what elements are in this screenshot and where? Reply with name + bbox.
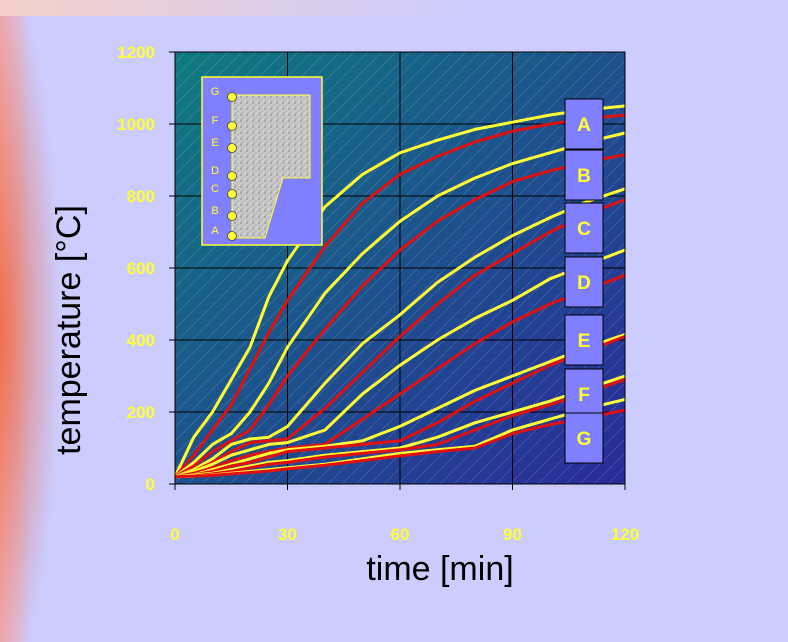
- series-line: [174, 248, 626, 479]
- inset-label: D: [211, 165, 219, 177]
- y-tick-label: 1000: [117, 115, 155, 134]
- sensor-point: [227, 143, 237, 153]
- curve-label-box: [564, 149, 604, 201]
- inset-label: G: [211, 86, 220, 98]
- series-line: [174, 273, 626, 479]
- inset-label: E: [211, 137, 218, 149]
- sensor-point: [227, 92, 237, 102]
- curve-label: C: [577, 219, 591, 240]
- plot-frame: [174, 51, 626, 485]
- x-axis-title: time [min]: [366, 550, 513, 588]
- x-tick-label: 90: [503, 525, 522, 544]
- curve-label-box: [564, 98, 604, 150]
- sensor-point: [227, 189, 237, 199]
- x-tick-label: 30: [278, 525, 297, 544]
- inset-label: F: [212, 115, 219, 127]
- y-axis-title: temperature [°C]: [50, 205, 88, 455]
- background-top: [0, 0, 788, 16]
- inset-label: C: [211, 183, 219, 195]
- series-line: [174, 408, 626, 479]
- y-tick-label: 800: [127, 187, 155, 206]
- inset-label: B: [211, 205, 218, 217]
- series-line: [174, 131, 626, 478]
- curve-label-box: [564, 314, 604, 366]
- sensor-point: [227, 211, 237, 221]
- curve-label: D: [577, 273, 591, 294]
- x-tick-label: 120: [611, 525, 639, 544]
- series-line: [174, 333, 626, 479]
- sensor-point: [227, 171, 237, 181]
- curve-label: G: [577, 429, 592, 450]
- curve-label: B: [577, 166, 591, 187]
- curve-label: F: [578, 385, 590, 406]
- series-line: [173, 104, 626, 478]
- y-tick-label: 1200: [117, 43, 155, 62]
- sensor-point: [227, 121, 237, 131]
- series-line: [173, 113, 626, 478]
- x-tick-label: 0: [170, 525, 179, 544]
- inset-label: A: [211, 225, 219, 237]
- series-line: [174, 334, 626, 479]
- curve-label: E: [578, 331, 591, 352]
- y-tick-label: 600: [127, 259, 155, 278]
- curve-label-box: [564, 202, 604, 254]
- sensor-point: [227, 231, 237, 241]
- series-line: [174, 198, 626, 479]
- y-tick-label: 200: [127, 403, 155, 422]
- series-line: [174, 187, 626, 479]
- curve-label-box: [564, 412, 604, 464]
- y-tick-label: 400: [127, 331, 155, 350]
- series-line: [174, 153, 626, 479]
- y-tick-label: 0: [146, 475, 155, 494]
- x-tick-label: 60: [391, 525, 410, 544]
- curve-label: A: [577, 115, 591, 136]
- curve-label-box: [564, 256, 604, 308]
- curve-label-box: [564, 368, 604, 420]
